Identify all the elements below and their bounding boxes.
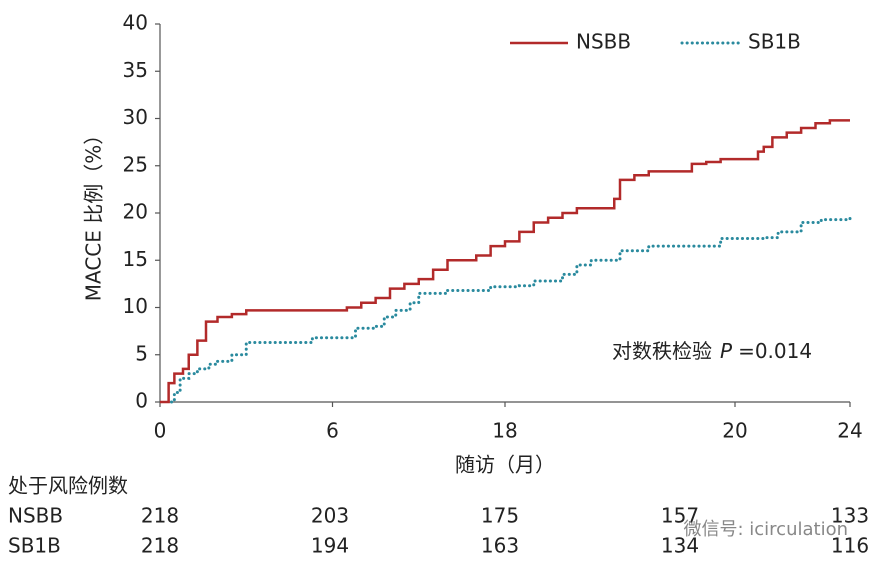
- risk-count: 218: [141, 534, 179, 558]
- x-tick-label: 0: [154, 419, 167, 443]
- y-tick-label: 20: [123, 200, 148, 224]
- x-tick-label: 24: [837, 419, 862, 443]
- risk-count: 218: [141, 504, 179, 528]
- y-tick-label: 25: [123, 152, 148, 176]
- x-axis-label: 随访（月）: [455, 453, 555, 477]
- legend-label: NSBB: [576, 30, 631, 54]
- risk-table-title: 处于风险例数: [8, 474, 128, 498]
- y-axis-label: MACCE 比例（%）: [82, 125, 106, 302]
- risk-count: 133: [831, 504, 869, 528]
- risk-count: 134: [661, 534, 699, 558]
- risk-count: 157: [661, 504, 699, 528]
- y-tick-label: 35: [123, 58, 148, 82]
- annotation-p: P: [720, 339, 733, 363]
- annotation-value: =0.014: [738, 339, 812, 363]
- x-tick-label: 20: [722, 419, 747, 443]
- y-tick-label: 0: [135, 389, 148, 413]
- risk-row-name: NSBB: [8, 504, 63, 528]
- y-tick-label: 5: [135, 341, 148, 365]
- annotation-text: 对数秩检验: [612, 339, 712, 363]
- x-tick-label: 6: [326, 419, 339, 443]
- y-tick-label: 15: [123, 247, 148, 271]
- risk-count: 203: [311, 504, 349, 528]
- watermark: 微信号: icirculation: [683, 519, 848, 540]
- series-line: [170, 214, 852, 404]
- x-tick-label: 18: [492, 419, 517, 443]
- y-tick-label: 30: [123, 105, 148, 129]
- series-line: [160, 119, 850, 404]
- risk-count: 163: [481, 534, 519, 558]
- legend-label: SB1B: [748, 30, 801, 54]
- risk-row-name: SB1B: [8, 534, 61, 558]
- y-tick-label: 40: [123, 11, 148, 35]
- y-tick-label: 10: [123, 294, 148, 318]
- risk-count: 194: [311, 534, 349, 558]
- annotation: 对数秩检验 P =0.014: [612, 339, 812, 363]
- risk-count: 175: [481, 504, 519, 528]
- risk-count: 116: [831, 534, 869, 558]
